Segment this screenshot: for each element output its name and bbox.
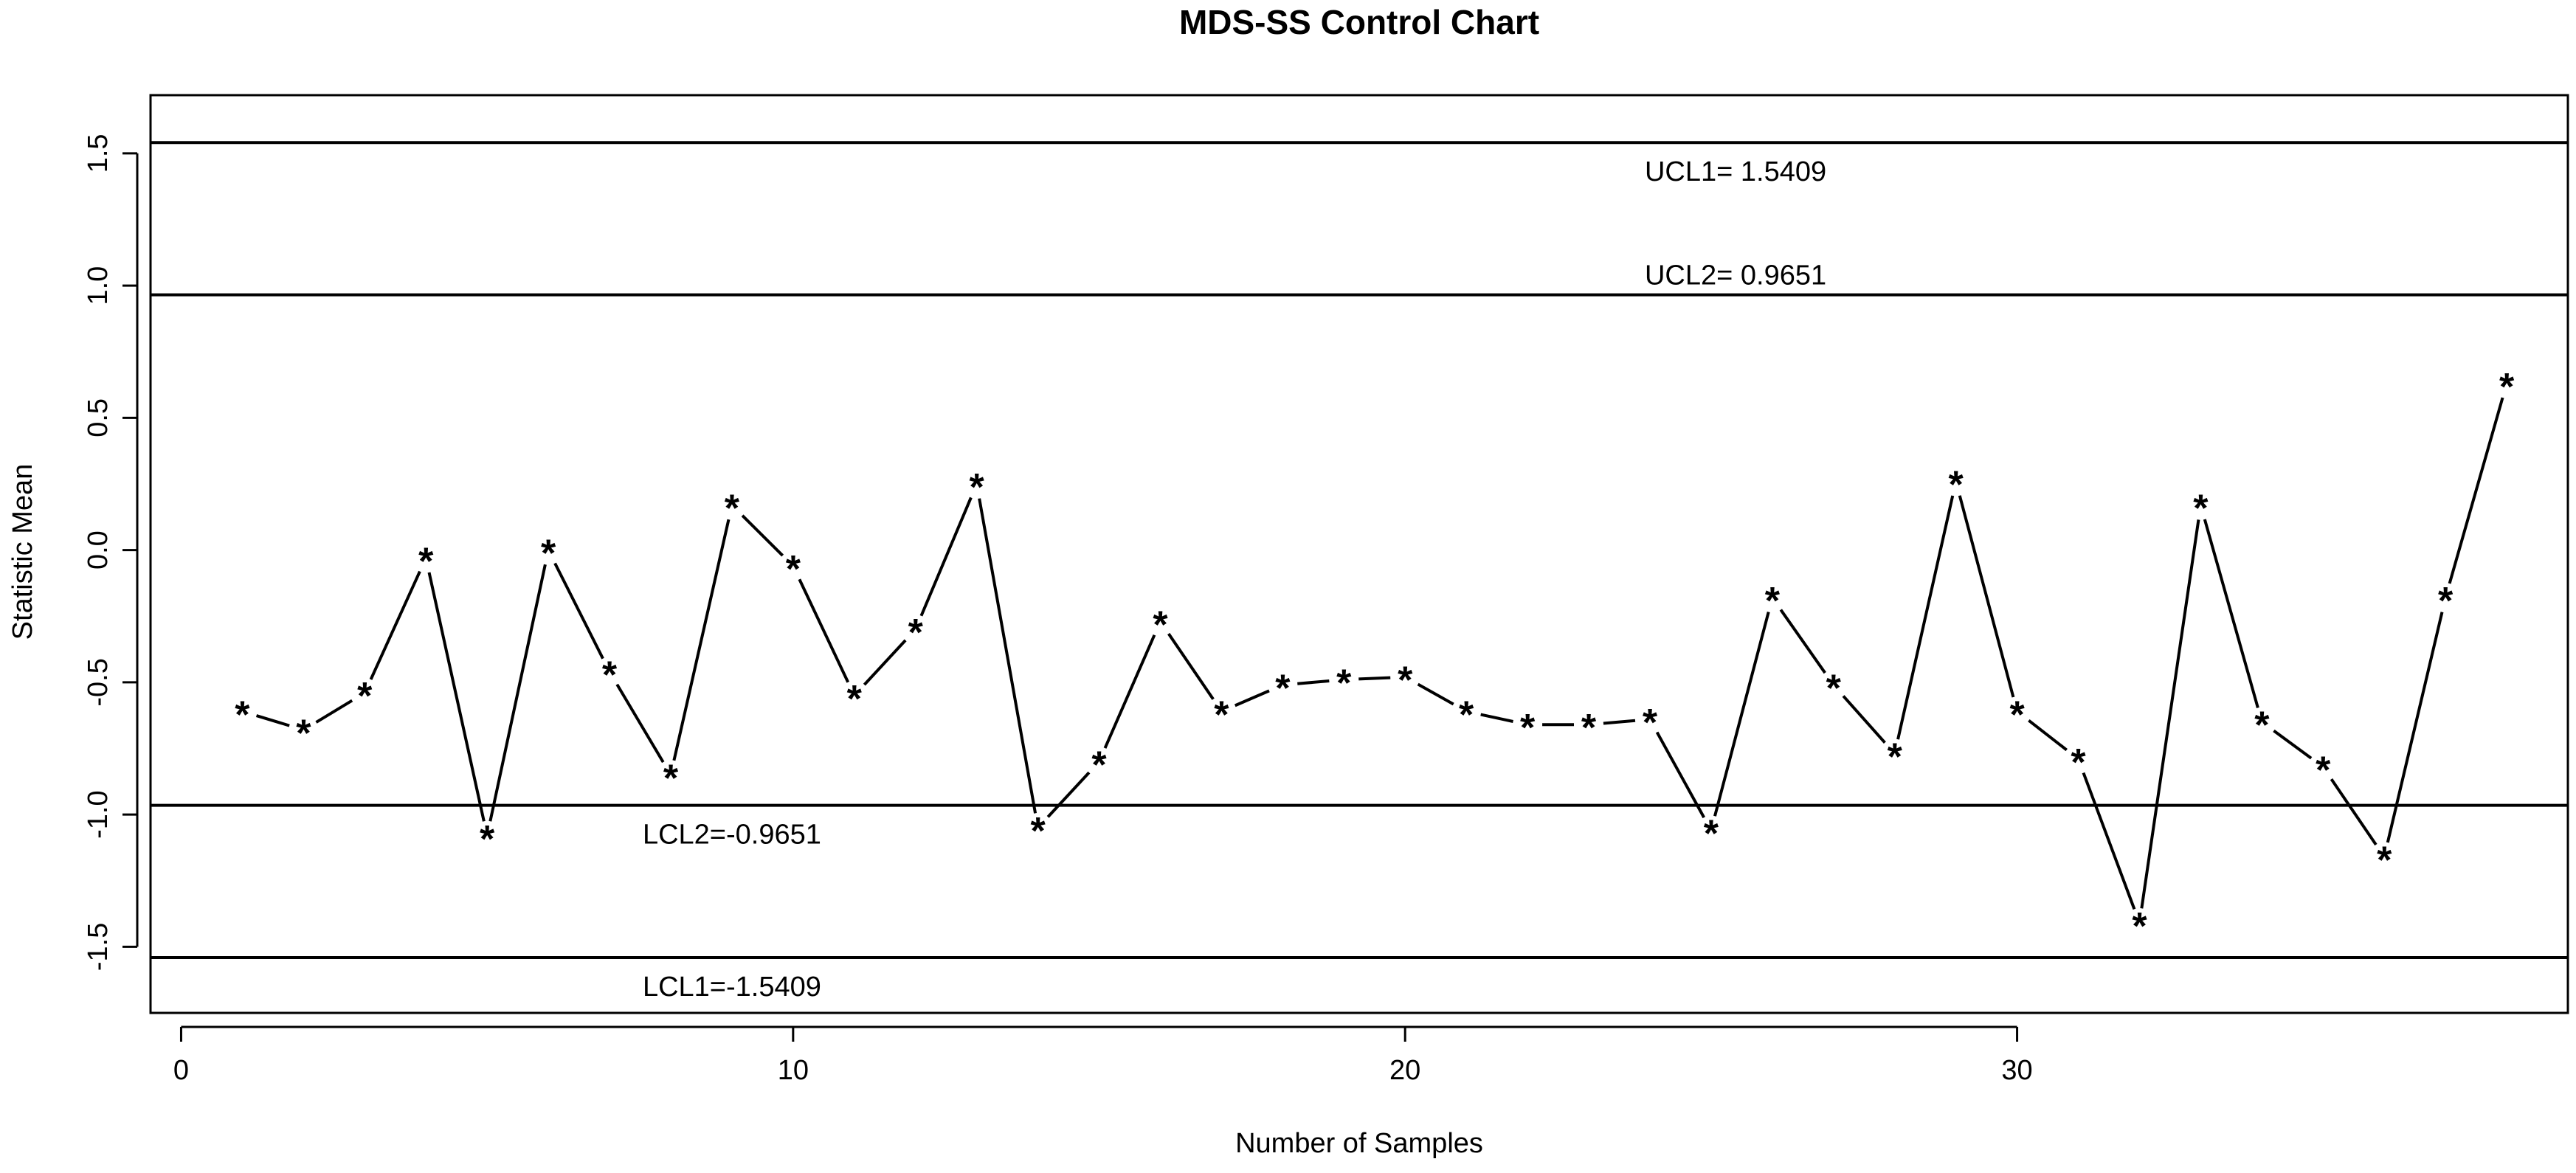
series-segment	[672, 519, 731, 761]
chart-title: MDS-SS Control Chart	[1179, 3, 1539, 41]
x-axis: 0 10 20 30	[173, 1025, 2033, 1086]
data-point-marker: *	[2316, 750, 2331, 792]
series-segment	[863, 639, 907, 686]
data-point-marker: *	[1091, 744, 1107, 786]
series-segment	[1103, 634, 1156, 749]
x-tick-label: 30	[2001, 1055, 2032, 1086]
data-point-marker: *	[1153, 603, 1168, 646]
series-segment	[1958, 495, 2015, 698]
series-segment	[1603, 719, 1636, 725]
series-segment	[1167, 632, 1215, 700]
series-segment	[1046, 771, 1091, 818]
data-series: * * * * * * * * * * * * * * * * * * * * * * * * * * * * * * * * * * * * * *	[235, 366, 2515, 948]
series-segment	[978, 498, 1037, 814]
data-point-marker: *	[2193, 488, 2209, 530]
data-point-marker: *	[357, 675, 373, 718]
series-segment	[427, 572, 486, 822]
y-axis-label: Statistic Mean	[7, 464, 38, 640]
series-segment	[798, 578, 850, 683]
control-limit-label: UCL1= 1.5409	[1645, 156, 1826, 187]
series-segment	[2082, 772, 2136, 910]
data-point-marker: *	[1030, 810, 1046, 853]
y-tick-label: -0.5	[83, 658, 114, 706]
data-point-marker: *	[1888, 736, 1903, 779]
data-point-marker: *	[2438, 580, 2454, 623]
series-segment	[255, 714, 290, 727]
data-point-marker: *	[2254, 705, 2270, 747]
data-point-marker: *	[970, 466, 985, 509]
data-point-marker: *	[418, 540, 434, 583]
series-segment	[553, 562, 604, 660]
series-segment	[1779, 609, 1826, 674]
data-point-marker: *	[1704, 813, 1719, 856]
control-limit-label: LCL1=-1.5409	[643, 972, 821, 1003]
y-tick-label: -1.0	[83, 790, 114, 838]
series-segment	[1480, 713, 1513, 723]
data-point-marker: *	[2377, 839, 2392, 882]
data-point-marker: *	[908, 612, 924, 654]
x-tick-label: 20	[1389, 1055, 1420, 1086]
y-axis: -1.5 -1.0 -0.5 0.0 0.5 1.0 1.5	[83, 134, 139, 971]
control-limits: UCL1= 1.5409 UCL2= 0.9651 LCL2=-0.9651 LCL1…	[151, 141, 2568, 1003]
series-segment	[2028, 719, 2068, 752]
series-segment	[615, 683, 665, 764]
y-tick-label: -1.5	[83, 923, 114, 971]
series-segment	[1842, 695, 1886, 744]
series-segment	[1896, 495, 1955, 740]
plot-frame	[149, 94, 2569, 1014]
data-point-marker: *	[847, 678, 863, 721]
series-segment	[1655, 731, 1705, 819]
data-point-marker: *	[2132, 905, 2147, 948]
data-point-marker: *	[2499, 366, 2515, 409]
series-segment	[1417, 682, 1454, 706]
series-segment	[1234, 689, 1270, 707]
series-segment	[2330, 778, 2378, 846]
series-segment	[2386, 612, 2444, 843]
series-segment	[2273, 729, 2313, 760]
data-point-marker: *	[663, 757, 679, 800]
data-point-marker: *	[1459, 693, 1474, 736]
x-tick-label: 0	[173, 1055, 189, 1086]
series-segment	[1358, 676, 1391, 681]
series-segment	[741, 514, 784, 557]
control-limit-label: LCL2=-0.9651	[643, 820, 821, 851]
series-segment	[1297, 679, 1330, 685]
series-segment	[315, 699, 353, 724]
series-segment	[488, 564, 547, 822]
data-point-marker: *	[1398, 660, 1413, 702]
x-axis-label: Number of Samples	[1235, 1128, 1483, 1159]
data-point-marker: *	[1581, 707, 1597, 750]
series-segment	[2140, 519, 2200, 909]
data-point-marker: *	[2009, 693, 2025, 736]
data-point-marker: *	[1949, 463, 1964, 506]
series-segment	[2448, 397, 2504, 584]
data-point-marker: *	[786, 548, 801, 591]
series-segment	[369, 570, 421, 680]
series-segment	[919, 496, 973, 617]
series-segment	[1713, 611, 1770, 817]
data-point-marker: *	[541, 533, 556, 575]
data-point-marker: *	[235, 693, 250, 736]
data-point-marker: *	[1275, 667, 1291, 710]
x-tick-label: 10	[778, 1055, 809, 1086]
data-point-marker: *	[1336, 662, 1352, 705]
y-tick-label: 0.0	[83, 530, 114, 570]
control-limit-label: UCL2= 0.9651	[1645, 260, 1826, 291]
data-point-marker: *	[602, 654, 618, 697]
data-point-marker: *	[725, 488, 740, 530]
data-point-marker: *	[1520, 707, 1536, 750]
y-tick-label: 0.5	[83, 398, 114, 437]
data-point-marker: *	[2071, 741, 2086, 784]
data-point-marker: *	[1765, 580, 1781, 623]
data-point-marker: *	[1826, 667, 1842, 710]
data-point-marker: *	[480, 818, 495, 861]
data-point-marker: *	[1643, 702, 1658, 744]
data-point-marker: *	[296, 712, 311, 755]
data-point-marker: *	[1214, 693, 1229, 736]
y-tick-label: 1.5	[83, 134, 114, 173]
series-segment	[2203, 519, 2259, 708]
y-tick-label: 1.0	[83, 266, 114, 305]
